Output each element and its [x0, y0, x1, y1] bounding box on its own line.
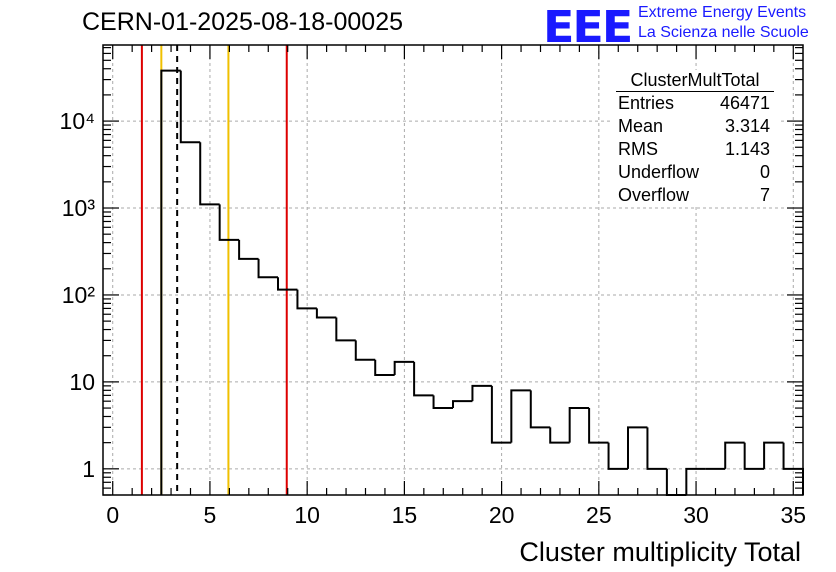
- histogram-bin: [277, 277, 298, 291]
- histogram-bin: [763, 441, 784, 469]
- histogram-bin: [238, 239, 259, 260]
- histogram-bin: [607, 442, 628, 470]
- x-tick-label: 10: [294, 502, 320, 528]
- y-tick-label: 1: [82, 456, 95, 482]
- axes: 0 5 10 15 20 25 30 35 1 10 10² 10³ 10⁴: [60, 44, 806, 528]
- x-tick-label: 30: [683, 502, 709, 528]
- y-tick-label: 10³: [62, 195, 96, 221]
- histogram-bin: [374, 359, 395, 377]
- histogram-bin: [529, 390, 551, 429]
- reference-lines: [140, 45, 288, 495]
- histogram-bin: [354, 340, 376, 361]
- plot-frame: [102, 44, 804, 496]
- histogram-bin: [160, 69, 181, 495]
- histogram-bin: [335, 317, 356, 342]
- stats-row-underflow: Underflow 0: [612, 161, 778, 184]
- stats-value: 46471: [719, 93, 770, 113]
- histogram-bin: [179, 70, 201, 144]
- histogram-bin: [199, 142, 220, 206]
- histogram-bin: [452, 400, 473, 409]
- x-tick-label: 35: [780, 502, 806, 528]
- x-axis-label: Cluster multiplicity Total: [519, 537, 801, 567]
- x-tick-label: 0: [106, 502, 119, 528]
- histogram-bin: [549, 427, 570, 444]
- logo-line-1: Extreme Energy Events: [638, 4, 807, 21]
- histogram-bin: [218, 204, 240, 241]
- stats-value: 7: [759, 185, 770, 205]
- y-tick-label: 10⁴: [60, 108, 95, 134]
- histogram-bin: [743, 442, 765, 470]
- stats-value: 0: [759, 162, 770, 182]
- x-tick-label: 5: [204, 502, 217, 528]
- stats-value: 1.143: [724, 139, 770, 159]
- histogram-bin: [432, 395, 453, 410]
- stats-row-rms: RMS 1.143: [612, 138, 778, 161]
- histogram-bin: [646, 427, 667, 470]
- histogram-bin: [413, 361, 434, 397]
- histogram-bin: [588, 408, 609, 444]
- stats-row-overflow: Overflow 7: [612, 184, 778, 207]
- eee-logo: EEE: [543, 1, 633, 53]
- histogram-bin: [724, 441, 745, 469]
- histogram-bin: [685, 467, 706, 495]
- stats-title: ClusterMultTotal: [616, 70, 774, 92]
- histogram-bin: [471, 384, 492, 402]
- x-tick-label: 25: [586, 502, 612, 528]
- histogram-bin: [510, 389, 531, 443]
- histogram-bin: [490, 385, 512, 444]
- stats-row-entries: Entries 46471: [612, 92, 778, 115]
- stats-label: Mean: [618, 116, 664, 136]
- x-tick-label: 20: [489, 502, 515, 528]
- histogram-bin: [296, 289, 317, 310]
- stats-label: RMS: [618, 139, 658, 159]
- stats-label: Underflow: [618, 162, 700, 182]
- stats-box: ClusterMultTotal Entries 46471 Mean 3.31…: [612, 70, 778, 207]
- stats-label: Entries: [618, 93, 675, 113]
- stats-row-mean: Mean 3.314: [612, 115, 778, 138]
- histogram-bin: [393, 360, 415, 376]
- y-tick-label: 10: [69, 369, 95, 395]
- histogram-bin: [315, 308, 337, 319]
- y-tick-label: 10²: [62, 282, 96, 308]
- logo-line-2: La Scienza nelle Scuole: [638, 24, 809, 41]
- histogram-bin: [568, 407, 590, 443]
- histogram-bin: [627, 426, 648, 469]
- histogram-bin: [257, 258, 278, 279]
- chart-title: CERN-01-2025-08-18-00025: [82, 8, 404, 36]
- stats-label: Overflow: [618, 185, 690, 205]
- stats-value: 3.314: [724, 116, 770, 136]
- x-tick-label: 15: [392, 502, 418, 528]
